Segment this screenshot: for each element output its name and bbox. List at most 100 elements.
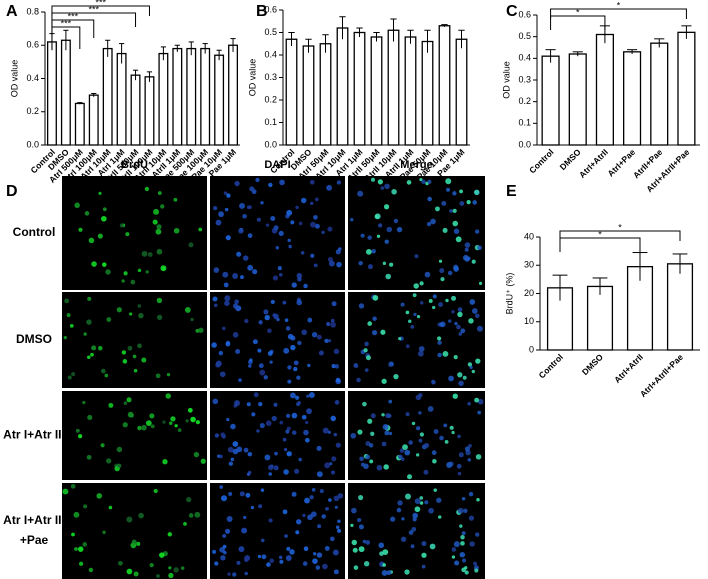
cell [173, 197, 178, 202]
cell [412, 293, 417, 298]
cell [468, 515, 475, 521]
cell [212, 549, 217, 554]
cell [215, 219, 222, 226]
cell [436, 497, 442, 503]
y-tick-label: 0.4 [264, 49, 277, 59]
cell [190, 317, 194, 322]
cell [438, 259, 443, 263]
cell [224, 207, 229, 212]
cell [451, 547, 457, 552]
cell [267, 328, 272, 334]
cell [468, 491, 474, 497]
cell [462, 375, 467, 380]
cell [464, 566, 468, 570]
cell [249, 186, 255, 192]
cell [121, 279, 125, 283]
cell [212, 398, 219, 405]
cell [223, 282, 229, 288]
cell [155, 228, 162, 235]
cell [364, 341, 369, 347]
cell [384, 239, 389, 244]
y-tick-label: 0.2 [518, 96, 531, 106]
error-bar [339, 16, 346, 40]
cell [439, 268, 445, 274]
cell [326, 321, 331, 327]
cell [245, 492, 251, 498]
cell [331, 301, 337, 307]
cell [296, 272, 303, 279]
row-label: Atr I+Atr III [3, 428, 65, 442]
cell [334, 505, 338, 509]
bar [421, 40, 434, 146]
micrograph [62, 391, 207, 480]
cell [219, 546, 225, 553]
cell [365, 540, 371, 545]
cell [428, 507, 434, 514]
cell [283, 469, 289, 475]
cell [311, 488, 316, 492]
cell [336, 261, 342, 268]
cell [380, 186, 385, 190]
cell [285, 429, 290, 434]
cell [83, 504, 88, 509]
x-tick-label: AtrI+AtrII [577, 147, 610, 180]
cell [460, 328, 466, 334]
cell [293, 360, 299, 366]
micrograph [210, 292, 345, 388]
cell [300, 197, 307, 204]
cell [260, 201, 264, 205]
cell [91, 261, 97, 267]
cell [370, 177, 376, 182]
cell [400, 302, 405, 307]
cell [86, 454, 92, 460]
micrograph-bg [348, 391, 485, 480]
cell [374, 213, 381, 220]
cell [226, 417, 230, 422]
cell [123, 271, 128, 276]
cell [121, 350, 127, 355]
cell [416, 314, 421, 319]
cell [88, 567, 94, 573]
cell [168, 572, 174, 579]
cell [298, 457, 302, 462]
cell [398, 337, 402, 341]
cell [225, 341, 231, 347]
y-tick-label: 20 [524, 288, 534, 298]
cell [461, 497, 466, 501]
cell [223, 550, 227, 555]
cell [244, 318, 249, 324]
cell [234, 180, 240, 187]
cell [457, 311, 463, 318]
bar [144, 76, 155, 146]
cell [239, 491, 245, 497]
cell [469, 299, 476, 305]
cell [177, 428, 182, 433]
cell [287, 379, 292, 384]
cell [285, 326, 291, 331]
cell [263, 375, 268, 380]
cell [439, 435, 444, 441]
cell [321, 514, 326, 519]
cell [405, 493, 411, 500]
cell [169, 421, 173, 425]
cell [324, 338, 329, 344]
cell [239, 275, 244, 280]
error-bar [632, 252, 648, 281]
bar [568, 53, 587, 146]
cell [149, 562, 154, 568]
cell [137, 343, 142, 349]
cell [333, 495, 340, 502]
cell [188, 513, 194, 518]
bar [116, 52, 127, 146]
cell [131, 539, 137, 545]
cell [247, 233, 253, 238]
cell [382, 549, 389, 555]
cell [388, 363, 392, 367]
panel-label: D [6, 183, 18, 200]
cell [313, 552, 317, 556]
y-tick-label: 0.0 [264, 139, 277, 149]
cell [439, 322, 444, 327]
cell [170, 416, 176, 422]
y-tick-label: 0.4 [518, 53, 531, 63]
cell [475, 454, 482, 460]
